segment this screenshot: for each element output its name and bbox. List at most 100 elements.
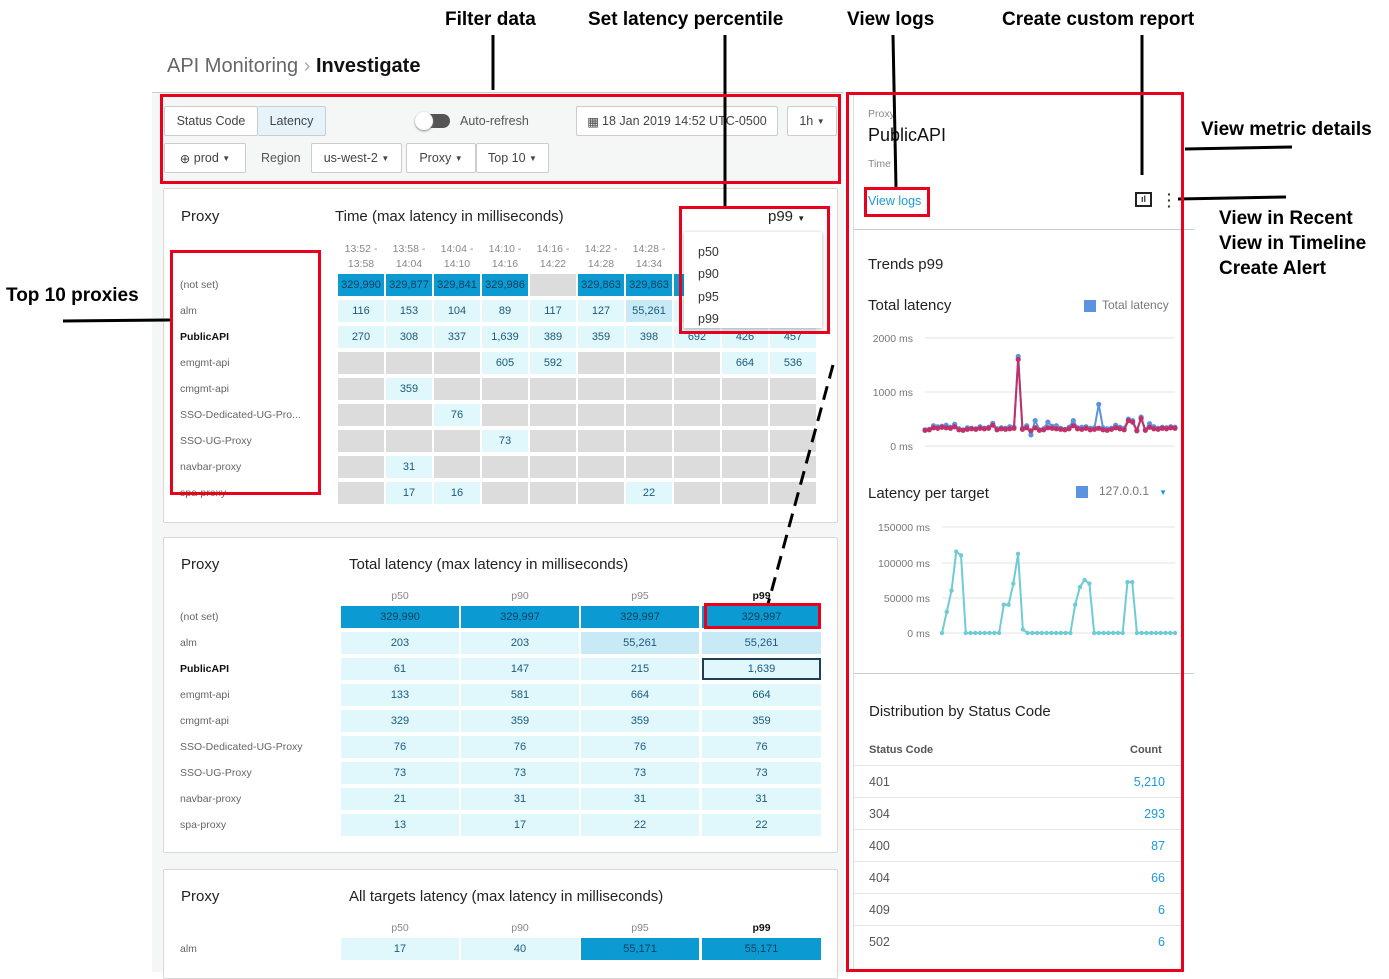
- latency-cell[interactable]: 73: [461, 762, 579, 784]
- data-point[interactable]: [969, 426, 975, 432]
- proxy-row-label[interactable]: SSO-UG-Proxy: [180, 435, 252, 447]
- heatmap-cell[interactable]: 270: [338, 326, 384, 348]
- data-point[interactable]: [1091, 630, 1097, 636]
- heatmap-cell[interactable]: 359: [386, 378, 432, 400]
- heatmap-cell[interactable]: 664: [722, 352, 768, 374]
- data-point[interactable]: [1028, 428, 1034, 434]
- status-count[interactable]: 293: [1144, 807, 1165, 821]
- data-point[interactable]: [1057, 426, 1064, 432]
- data-point[interactable]: [990, 422, 996, 428]
- heatmap-cell[interactable]: [578, 456, 624, 478]
- data-point[interactable]: [1125, 579, 1130, 585]
- heatmap-cell[interactable]: [434, 378, 480, 400]
- latency-cell[interactable]: 55,171: [581, 938, 699, 960]
- data-point[interactable]: [1101, 630, 1106, 636]
- heatmap-cell[interactable]: [626, 352, 672, 374]
- heatmap-cell[interactable]: [386, 404, 432, 426]
- heatmap-cell[interactable]: 308: [386, 326, 432, 348]
- heatmap-cell[interactable]: [482, 456, 528, 478]
- data-point[interactable]: [926, 427, 932, 433]
- heatmap-cell[interactable]: 16: [434, 482, 480, 504]
- latency-cell[interactable]: 329,997: [461, 606, 579, 628]
- data-point[interactable]: [1074, 426, 1081, 432]
- data-point[interactable]: [1163, 426, 1170, 432]
- data-point[interactable]: [1163, 630, 1168, 636]
- data-point[interactable]: [1115, 630, 1121, 636]
- data-point[interactable]: [1082, 577, 1087, 583]
- data-point[interactable]: [1172, 425, 1178, 431]
- proxy-row-label[interactable]: PublicAPI: [180, 331, 230, 343]
- data-point[interactable]: [1045, 419, 1051, 425]
- data-point[interactable]: [1030, 630, 1035, 636]
- data-point[interactable]: [1134, 630, 1140, 636]
- proxy-row-label[interactable]: spa-proxy: [180, 819, 227, 831]
- heatmap-cell[interactable]: [338, 482, 384, 504]
- heatmap-cell[interactable]: [530, 378, 576, 400]
- data-point[interactable]: [1062, 427, 1068, 433]
- data-point[interactable]: [1025, 630, 1030, 636]
- data-point[interactable]: [992, 630, 997, 636]
- data-point[interactable]: [1006, 602, 1011, 607]
- heatmap-cell[interactable]: [626, 430, 672, 452]
- latency-cell[interactable]: 73: [581, 762, 699, 784]
- latency-cell[interactable]: 13: [341, 814, 459, 836]
- heatmap-cell[interactable]: [578, 404, 624, 426]
- data-point[interactable]: [1113, 425, 1119, 431]
- data-point[interactable]: [1083, 425, 1089, 431]
- proxy-row-label[interactable]: cmgmt-api: [180, 715, 230, 727]
- data-point[interactable]: [922, 427, 928, 433]
- heatmap-cell[interactable]: [338, 352, 384, 374]
- custom-report-icon[interactable]: ıl: [1135, 192, 1152, 207]
- data-point[interactable]: [1015, 356, 1021, 363]
- heatmap-cell[interactable]: [482, 404, 528, 426]
- latency-tab[interactable]: Latency: [258, 106, 326, 136]
- heatmap-cell[interactable]: 1,639: [482, 326, 528, 348]
- proxy-row-label[interactable]: (not set): [180, 279, 219, 291]
- heatmap-cell[interactable]: [578, 378, 624, 400]
- latency-cell[interactable]: 329,997: [702, 606, 821, 628]
- heatmap-cell[interactable]: [626, 404, 672, 426]
- latency-cell[interactable]: 76: [702, 736, 821, 758]
- data-point[interactable]: [1068, 630, 1073, 636]
- data-point[interactable]: [1130, 419, 1136, 425]
- heatmap-cell[interactable]: 329,990: [338, 274, 384, 296]
- data-point[interactable]: [1044, 630, 1049, 636]
- data-point[interactable]: [998, 426, 1004, 432]
- data-point[interactable]: [1020, 627, 1026, 632]
- data-point[interactable]: [1149, 630, 1154, 636]
- proxy-row-label[interactable]: SSO-Dedicated-UG-Pro...: [180, 409, 301, 421]
- latency-cell[interactable]: 359: [581, 710, 699, 732]
- heatmap-cell[interactable]: 153: [386, 300, 432, 322]
- proxy-row-label[interactable]: alm: [180, 305, 197, 317]
- data-point[interactable]: [1001, 602, 1007, 607]
- data-point[interactable]: [943, 425, 949, 431]
- latency-cell[interactable]: 329,990: [341, 606, 459, 628]
- heatmap-cell[interactable]: [674, 404, 720, 426]
- percentile-option-p95[interactable]: p95: [698, 289, 719, 304]
- latency-cell[interactable]: 359: [461, 710, 579, 732]
- latency-cell[interactable]: 581: [461, 684, 579, 706]
- data-point[interactable]: [1096, 630, 1102, 636]
- data-point[interactable]: [994, 427, 1000, 433]
- latency-cell[interactable]: 664: [581, 684, 699, 706]
- data-point[interactable]: [1007, 426, 1013, 432]
- heatmap-cell[interactable]: [674, 456, 720, 478]
- heatmap-cell[interactable]: [674, 352, 720, 374]
- data-point[interactable]: [1049, 630, 1054, 636]
- data-point[interactable]: [1072, 602, 1078, 607]
- proxy-row-label[interactable]: PublicAPI: [180, 663, 230, 675]
- heatmap-cell[interactable]: 31: [386, 456, 432, 478]
- proxy-row-label[interactable]: alm: [180, 637, 197, 649]
- data-point[interactable]: [1011, 425, 1017, 431]
- heatmap-cell[interactable]: 89: [482, 300, 528, 322]
- latency-cell[interactable]: 55,171: [702, 938, 821, 960]
- proxy-row-label[interactable]: cmgmt-api: [180, 383, 230, 395]
- data-point[interactable]: [1087, 581, 1092, 586]
- heatmap-cell[interactable]: [530, 404, 576, 426]
- view-logs-link[interactable]: View logs: [868, 194, 922, 208]
- data-point[interactable]: [1104, 427, 1110, 433]
- data-point[interactable]: [1172, 630, 1178, 636]
- heatmap-cell[interactable]: [434, 456, 480, 478]
- data-point[interactable]: [1011, 581, 1016, 586]
- data-point[interactable]: [1096, 425, 1102, 431]
